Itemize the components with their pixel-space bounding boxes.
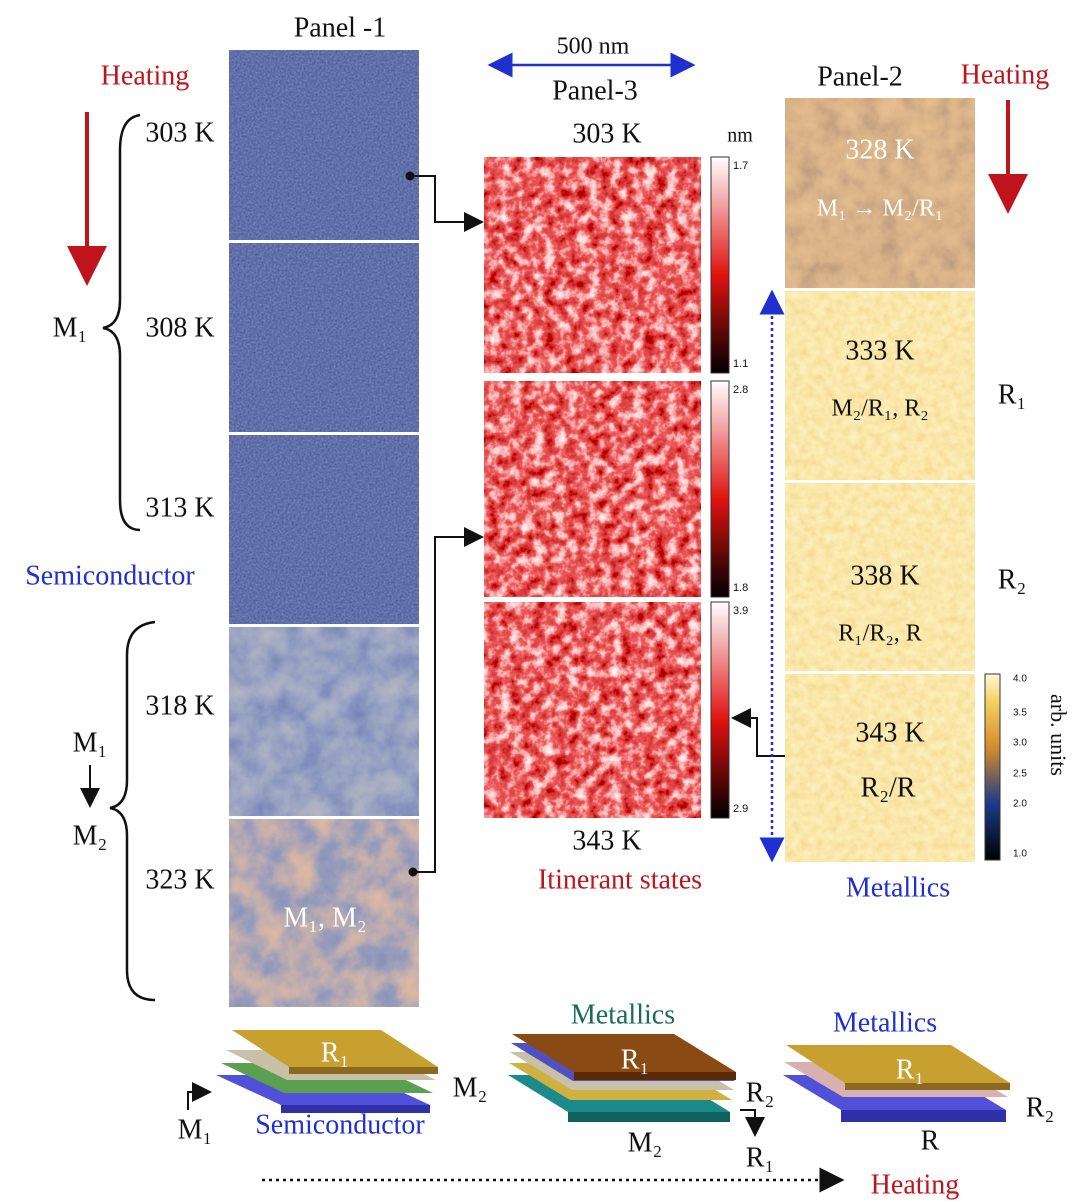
title: Metallics [833, 1007, 937, 1038]
heading: Heating [871, 1169, 960, 1200]
afm-image [484, 602, 701, 818]
unit-label: arb. units [1046, 694, 1071, 776]
brace [110, 622, 155, 1000]
temp-label: 343 K [855, 717, 924, 748]
panel-3: 500 nm Panel-3 303 K nm 1.7 1.1 2.8 1.8 … [484, 34, 753, 896]
colorbar [711, 157, 729, 373]
colorbar-label: 4.0 [1013, 674, 1027, 685]
temp-label: 303 K [572, 118, 641, 149]
caption: Itinerant states [538, 864, 702, 895]
connector [410, 176, 482, 222]
layer-label: M₁ [178, 1114, 213, 1145]
colorbar [985, 674, 1000, 860]
afm-image [785, 674, 975, 862]
layer-label: R₁ [621, 1044, 649, 1075]
layer-label: R₁ [896, 1054, 924, 1085]
colorbar-label: 2.0 [1013, 799, 1027, 810]
temp-label: 323 K [145, 864, 214, 895]
state-label: Semiconductor [25, 560, 195, 591]
temp-label: 318 K [145, 690, 214, 721]
panel-title: Panel-2 [817, 61, 903, 92]
temp-label: 308 K [145, 312, 214, 343]
afm-image [229, 627, 419, 816]
body: Panel -1 Heating 303 K 308 K 313 K 318 K… [0, 0, 1075, 1203]
layer-schematic-left: R₁ M₂ M₁ Semiconductor [178, 1030, 488, 1145]
colorbar-label: 3.0 [1013, 738, 1027, 749]
phase-label: R₂/R [861, 772, 916, 803]
state-label: Semiconductor [255, 1109, 425, 1140]
colorbar [711, 602, 729, 818]
layer-schematic-right: Metallics R₁ R₂ R [783, 1007, 1054, 1156]
colorbar-label: 3.9 [733, 605, 748, 617]
layer-label: R₂ [746, 1077, 774, 1108]
side-label: R₁ [998, 379, 1026, 410]
colorbar-label: 2.5 [1013, 769, 1027, 780]
figure: Panel -1 Heating 303 K 308 K 313 K 318 K… [0, 0, 1075, 1203]
afm-image [229, 243, 419, 432]
colorbar [711, 381, 729, 597]
title: Metallics [571, 999, 675, 1030]
panel-2: Panel-2 Heating 328 K M₁ → M₂/R₁ 333 K M… [772, 59, 1071, 903]
afm-image [229, 50, 419, 240]
afm-image [785, 98, 975, 288]
phase-label: M₂ [73, 820, 108, 851]
layer-schematic-middle: Metallics R₁ R₂ M₂ R₁ [508, 999, 774, 1173]
panel-title: Panel-3 [552, 75, 638, 106]
layer-label: R₁ [321, 1037, 349, 1068]
layer-label: R₂ [1026, 1092, 1054, 1123]
connector [413, 537, 482, 872]
panel-1: Panel -1 Heating 303 K 308 K 313 K 318 K… [25, 12, 419, 1007]
caption: Metallics [846, 872, 950, 903]
colorbar-label: 1.7 [733, 160, 748, 172]
colorbar-label: 1.8 [733, 582, 748, 594]
layer-label: M₂ [628, 1127, 663, 1158]
temp-label: 303 K [145, 117, 214, 148]
side-label: R₂ [998, 564, 1026, 595]
temp-label: 328 K [845, 134, 914, 165]
phase-label: R₁/R₂, R [838, 621, 921, 647]
layer-label: R [921, 1125, 940, 1156]
temp-label: 333 K [845, 335, 914, 366]
colorbar-label: 1.1 [733, 358, 748, 370]
heading: Heating [101, 60, 190, 91]
colorbar-label: 2.8 [733, 384, 748, 396]
afm-image [785, 291, 975, 480]
unit-label: nm [727, 125, 753, 147]
brace [103, 115, 140, 530]
layer-label: M₂ [453, 1072, 488, 1103]
phase-label: M₂/R₁, R₂ [831, 396, 928, 422]
afm-image [484, 381, 701, 597]
phase-label: M₁ → M₂/R₁ [817, 196, 943, 222]
phase-label: M₁ [73, 727, 108, 758]
temp-label: 338 K [850, 560, 919, 591]
panel-title: Panel -1 [294, 12, 387, 43]
colorbar-label: 2.9 [733, 803, 748, 815]
page: Panels {"panel1":{"title":"Panel -1","he… [0, 0, 1075, 1203]
scale-label: 500 nm [557, 34, 630, 60]
colorbar-label: 3.5 [1013, 708, 1027, 719]
image-label: M₁, M₂ [283, 902, 366, 933]
afm-image [229, 435, 419, 624]
temp-label: 313 K [145, 492, 214, 523]
colorbar-label: 1.0 [1013, 849, 1027, 860]
phase-label: M₁ [53, 312, 88, 343]
layer-label: R₁ [746, 1142, 774, 1173]
temp-label: 343 K [572, 825, 641, 856]
afm-image [484, 157, 701, 373]
heading: Heating [961, 59, 1050, 90]
